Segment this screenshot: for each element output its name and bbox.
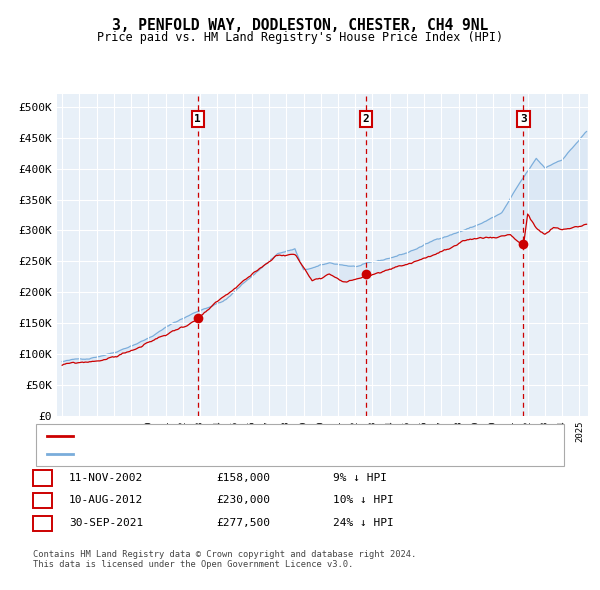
Text: £158,000: £158,000 <box>216 473 270 483</box>
Text: 1: 1 <box>194 114 201 124</box>
Text: 24% ↓ HPI: 24% ↓ HPI <box>333 519 394 528</box>
Text: 1: 1 <box>39 471 46 484</box>
Text: 3: 3 <box>39 517 46 530</box>
Text: Price paid vs. HM Land Registry's House Price Index (HPI): Price paid vs. HM Land Registry's House … <box>97 31 503 44</box>
Text: £230,000: £230,000 <box>216 496 270 505</box>
Text: 9% ↓ HPI: 9% ↓ HPI <box>333 473 387 483</box>
Text: HPI: Average price, detached house, Cheshire West and Chester: HPI: Average price, detached house, Ches… <box>79 449 445 459</box>
Text: 3: 3 <box>520 114 527 124</box>
Text: 3, PENFOLD WAY, DODLESTON, CHESTER, CH4 9NL: 3, PENFOLD WAY, DODLESTON, CHESTER, CH4 … <box>112 18 488 32</box>
Text: 30-SEP-2021: 30-SEP-2021 <box>69 519 143 528</box>
Text: 11-NOV-2002: 11-NOV-2002 <box>69 473 143 483</box>
Text: 10% ↓ HPI: 10% ↓ HPI <box>333 496 394 505</box>
Text: 2: 2 <box>39 494 46 507</box>
Text: 3, PENFOLD WAY, DODLESTON, CHESTER, CH4 9NL (detached house): 3, PENFOLD WAY, DODLESTON, CHESTER, CH4 … <box>79 431 439 441</box>
Text: 10-AUG-2012: 10-AUG-2012 <box>69 496 143 505</box>
Text: £277,500: £277,500 <box>216 519 270 528</box>
Text: 2: 2 <box>362 114 369 124</box>
Text: Contains HM Land Registry data © Crown copyright and database right 2024.
This d: Contains HM Land Registry data © Crown c… <box>33 550 416 569</box>
